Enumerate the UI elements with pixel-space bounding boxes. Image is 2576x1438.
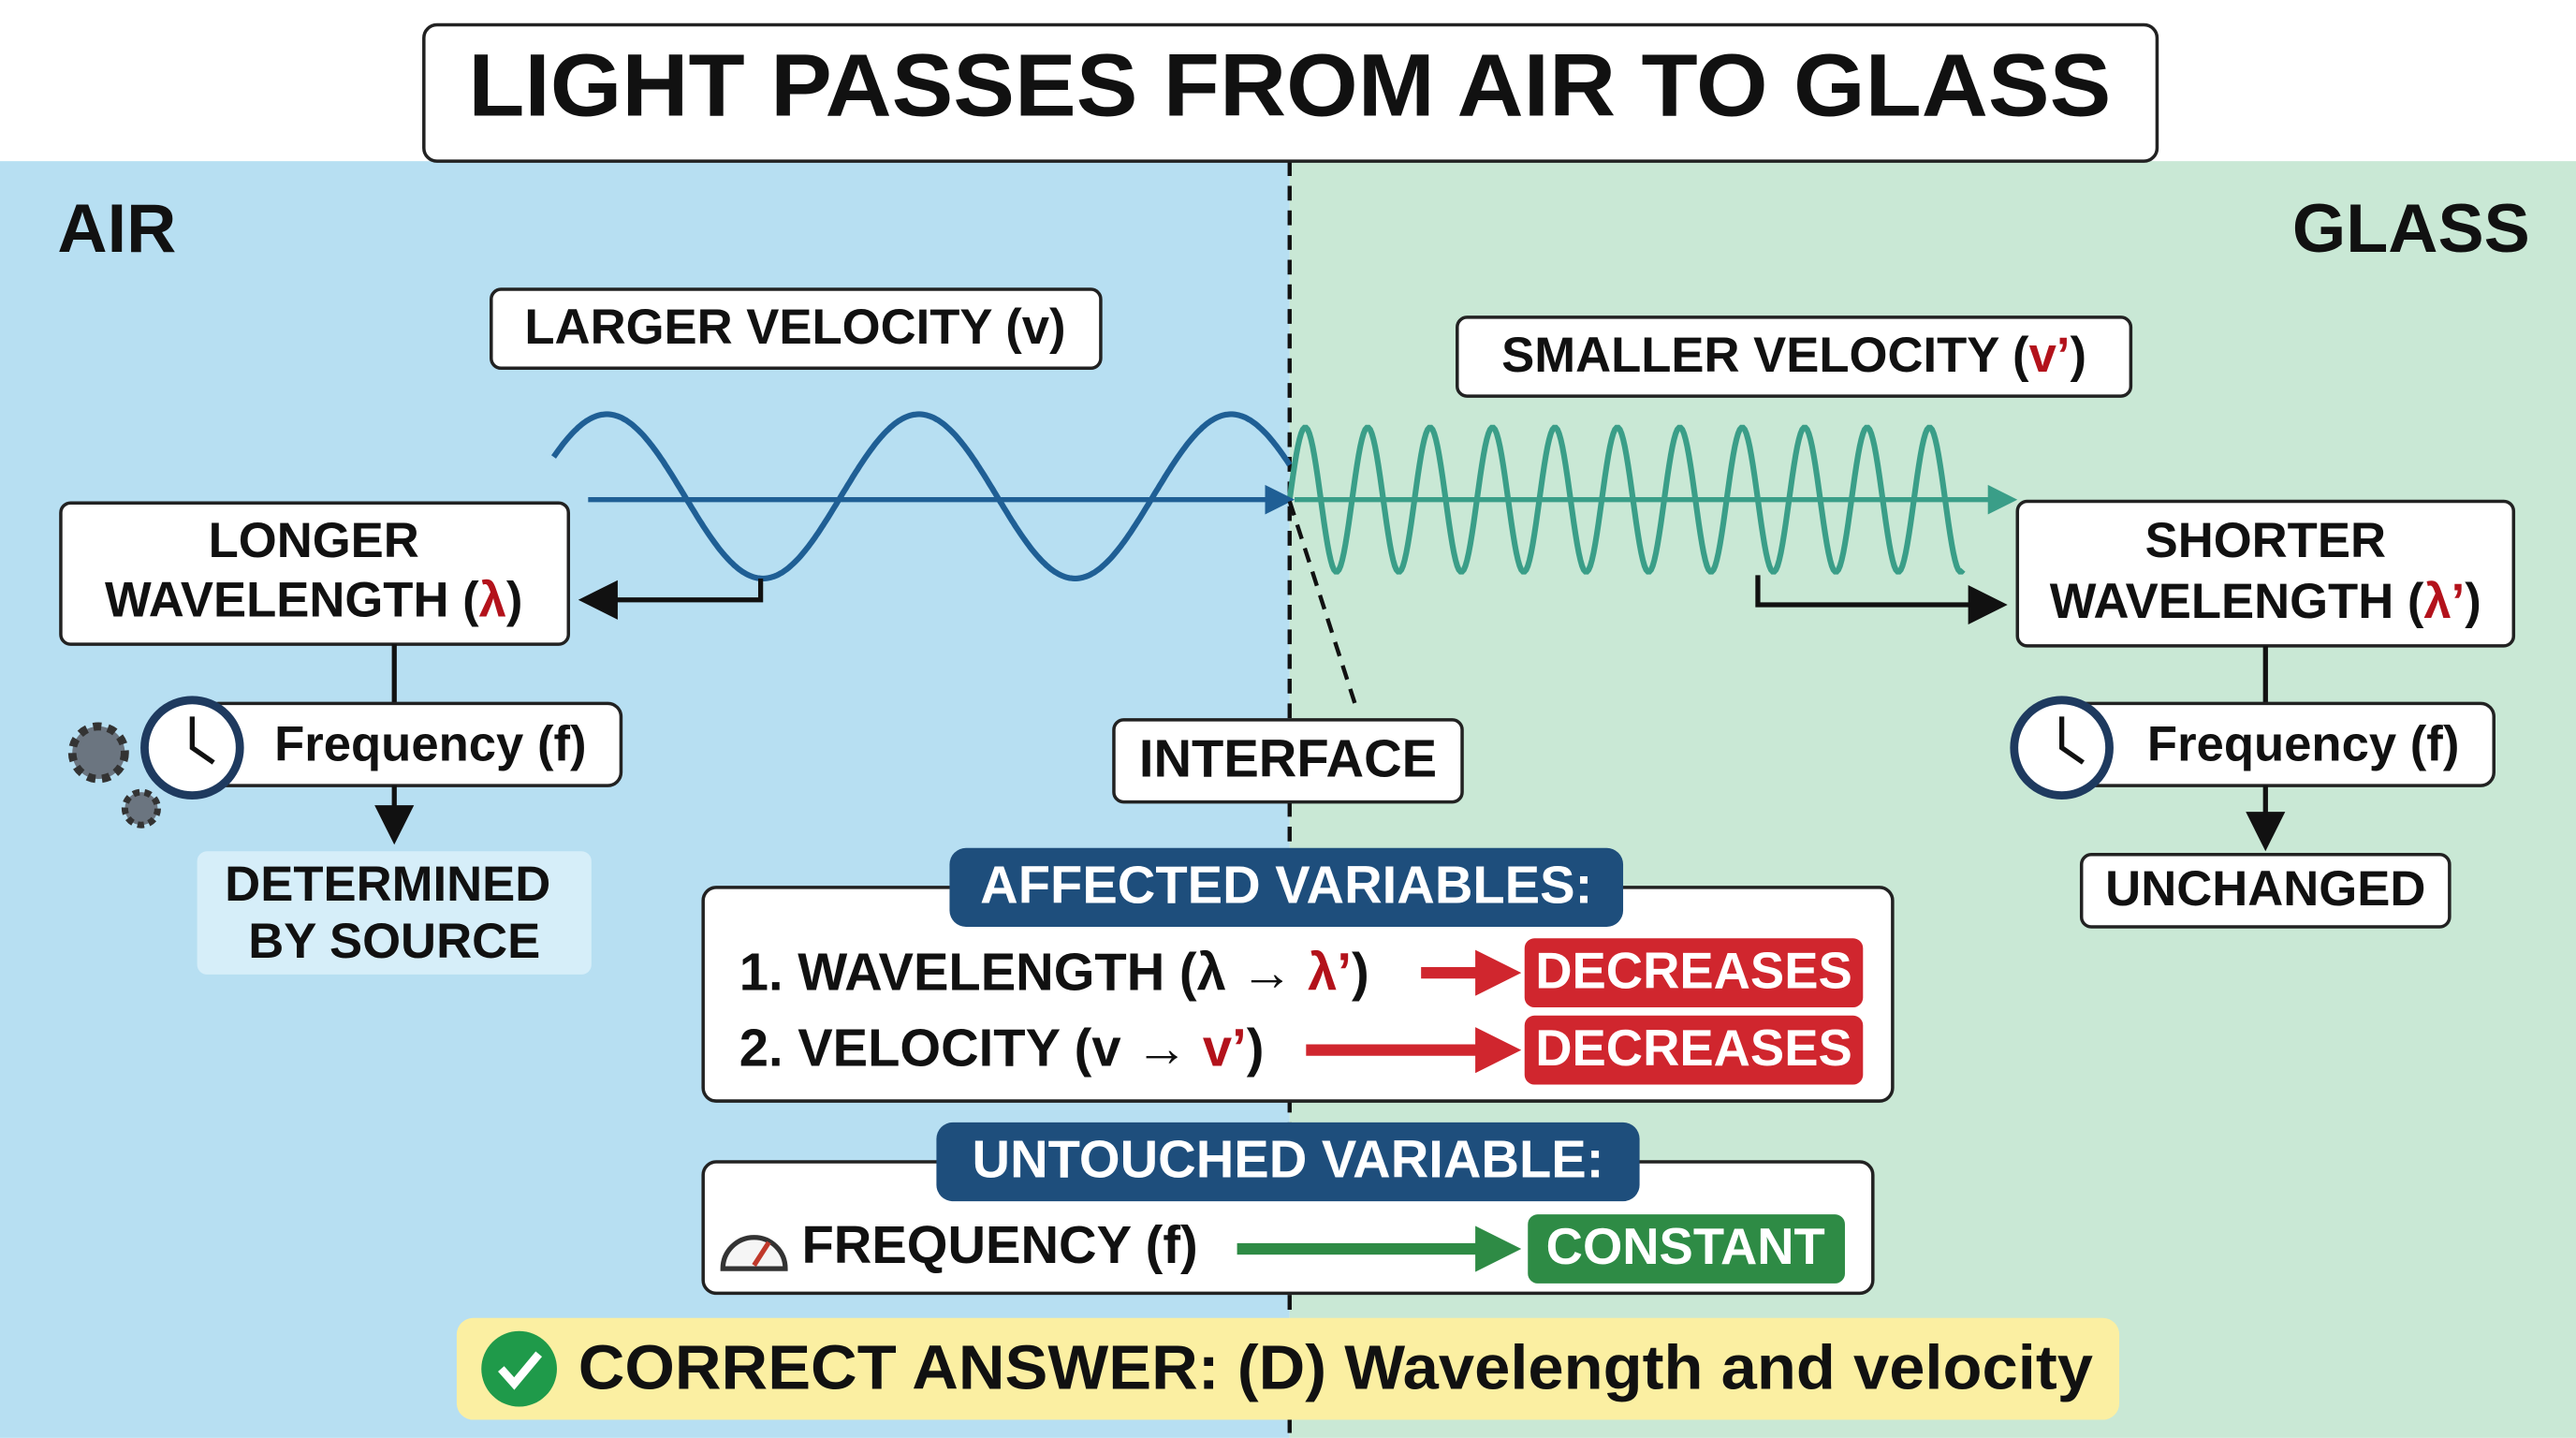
result-badge	[1528, 1214, 1845, 1284]
note-text: BY SOURCE	[248, 914, 540, 969]
gear-icon	[121, 788, 161, 829]
symbol: λ’	[1308, 943, 1352, 1002]
region-label: GLASS	[2292, 189, 2530, 267]
answer-box	[456, 1317, 2120, 1420]
wave	[550, 411, 1293, 582]
wavelength-label: LONGER	[209, 513, 419, 568]
result: DECREASES	[1535, 942, 1852, 999]
text: WAVELENGTH (	[2050, 574, 2424, 629]
heading: UNTOUCHED VARIABLE:	[973, 1130, 1604, 1189]
waves	[550, 411, 1966, 582]
text: )	[2071, 328, 2087, 383]
title: LIGHT PASSES FROM AIR TO GLASS	[468, 36, 2111, 135]
text: WAVELENGTH (	[105, 572, 479, 627]
text: )	[1352, 943, 1369, 1002]
symbol: λ	[479, 572, 506, 627]
text: 1. WAVELENGTH (λ →	[739, 943, 1308, 1002]
heading-pill	[936, 1122, 1640, 1202]
text: )	[506, 572, 523, 627]
wavelength-label: SHORTER	[2145, 513, 2386, 568]
title-box	[422, 22, 2159, 163]
note-text: DETERMINED	[225, 857, 550, 912]
text: )	[1247, 1018, 1265, 1077]
arrow	[578, 578, 764, 620]
item-label: FREQUENCY (f)	[801, 1215, 1197, 1274]
heading-pill	[949, 847, 1624, 928]
symbol: v’	[2029, 328, 2071, 383]
interface-label: INTERFACE	[1139, 728, 1437, 787]
heading: AFFECTED VARIABLES:	[980, 855, 1592, 914]
result-badge	[1524, 938, 1864, 1008]
pointer-line	[1287, 500, 1359, 712]
note-box	[197, 851, 592, 975]
frequency-label: Frequency (f)	[274, 717, 586, 772]
clock-hands	[2059, 716, 2085, 765]
wavelength-box	[59, 501, 571, 646]
velocity-label: SMALLER VELOCITY (v’)	[1501, 328, 2086, 383]
result: CONSTANT	[1546, 1218, 1825, 1275]
text: 2. VELOCITY (v →	[739, 1018, 1203, 1077]
velocity-label: LARGER VELOCITY (v)	[524, 300, 1065, 355]
answer: CORRECT ANSWER: (D) Wavelength and veloc…	[578, 1333, 2093, 1402]
gauge-needle	[752, 1240, 771, 1267]
wavelength-label: WAVELENGTH (λ’)	[2050, 574, 2481, 629]
symbol: λ’	[2423, 574, 2465, 629]
wavelength-label: WAVELENGTH (λ)	[105, 572, 522, 627]
frequency-label: Frequency (f)	[2147, 717, 2459, 772]
wave	[1286, 424, 1966, 575]
interface-box	[1112, 718, 1464, 804]
result-badge	[1524, 1015, 1864, 1085]
item-label: 1. WAVELENGTH (λ → λ’)	[739, 943, 1369, 1002]
note-box	[2079, 853, 2452, 929]
gear-icon	[67, 722, 129, 784]
symbol: v’	[1203, 1018, 1247, 1077]
result: DECREASES	[1535, 1020, 1852, 1077]
region-label: AIR	[57, 189, 176, 267]
text: SMALLER VELOCITY (	[1501, 328, 2029, 383]
text: )	[2465, 574, 2481, 629]
arrow	[1755, 575, 2008, 625]
check-mark	[498, 1351, 543, 1390]
velocity-box	[490, 287, 1103, 371]
velocity-box	[1456, 315, 2133, 398]
note-text: UNCHANGED	[2105, 861, 2425, 917]
check-icon	[481, 1330, 557, 1407]
item-label: 2. VELOCITY (v → v’)	[739, 1018, 1265, 1077]
clock-hands	[189, 716, 215, 765]
